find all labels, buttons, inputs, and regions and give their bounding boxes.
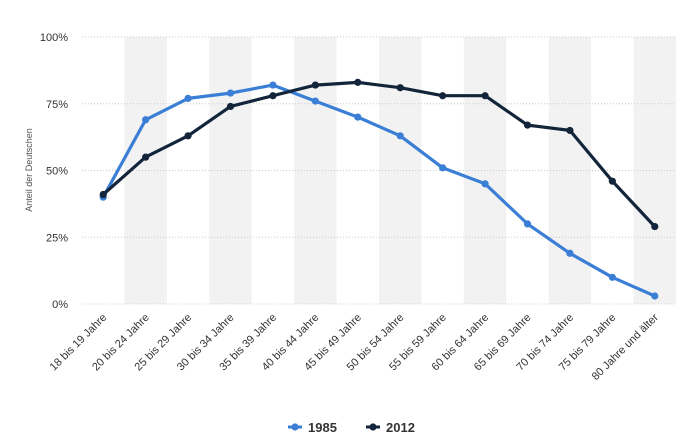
category-band [294, 37, 337, 304]
legend-swatch-marker [291, 423, 299, 431]
data-point-1985[interactable] [481, 180, 489, 188]
data-point-2012[interactable] [354, 78, 362, 86]
legend-item-1985[interactable]: 1985 [288, 420, 337, 435]
data-point-1985[interactable] [396, 132, 404, 140]
category-band [633, 37, 676, 304]
data-point-2012[interactable] [99, 190, 107, 199]
category-band [209, 37, 252, 304]
y-tick-label: 75% [46, 99, 68, 111]
data-point-1985[interactable] [269, 81, 277, 89]
data-point-2012[interactable] [566, 126, 574, 135]
legend[interactable]: 1985 2012 [288, 420, 415, 435]
data-point-1985[interactable] [439, 164, 447, 172]
legend-swatch-marker [369, 423, 377, 431]
category-band [548, 37, 592, 304]
data-point-2012[interactable] [269, 92, 277, 100]
legend-item-2012[interactable]: 2012 [366, 420, 415, 435]
data-point-2012[interactable] [439, 92, 447, 100]
series-line-2012 [101, 80, 657, 229]
series-line-1985 [101, 83, 657, 298]
data-point-2012[interactable] [142, 153, 150, 161]
series-lines [101, 80, 657, 298]
y-axis-label: Anteil der Deutschen [24, 128, 34, 212]
data-point-1985[interactable] [354, 113, 362, 121]
data-point-1985[interactable] [651, 292, 659, 300]
legend-label: 1985 [308, 420, 337, 435]
data-point-1985[interactable] [523, 220, 532, 228]
y-axis-ticks: 0% 25% 50% 75% 100% [40, 32, 68, 311]
data-point-2012[interactable] [184, 132, 192, 140]
y-tick-label: 100% [40, 32, 68, 44]
data-point-2012[interactable] [481, 92, 489, 100]
legend-label: 2012 [386, 420, 415, 435]
y-tick-label: 25% [46, 232, 68, 244]
data-point-2012[interactable] [608, 177, 616, 185]
data-point-2012[interactable] [226, 102, 235, 111]
data-point-1985[interactable] [142, 116, 150, 124]
data-point-2012[interactable] [651, 222, 659, 231]
data-point-1985[interactable] [226, 89, 235, 97]
data-point-1985[interactable] [608, 273, 616, 281]
background-bands [124, 37, 676, 304]
y-tick-label: 0% [52, 299, 68, 311]
data-point-2012[interactable] [523, 121, 532, 129]
y-tick-label: 50% [46, 166, 68, 178]
data-point-2012[interactable] [396, 84, 404, 92]
data-point-1985[interactable] [566, 249, 574, 257]
data-point-1985[interactable] [311, 97, 319, 105]
data-point-1985[interactable] [184, 94, 192, 103]
data-point-2012[interactable] [311, 81, 319, 89]
series-points [99, 78, 659, 300]
